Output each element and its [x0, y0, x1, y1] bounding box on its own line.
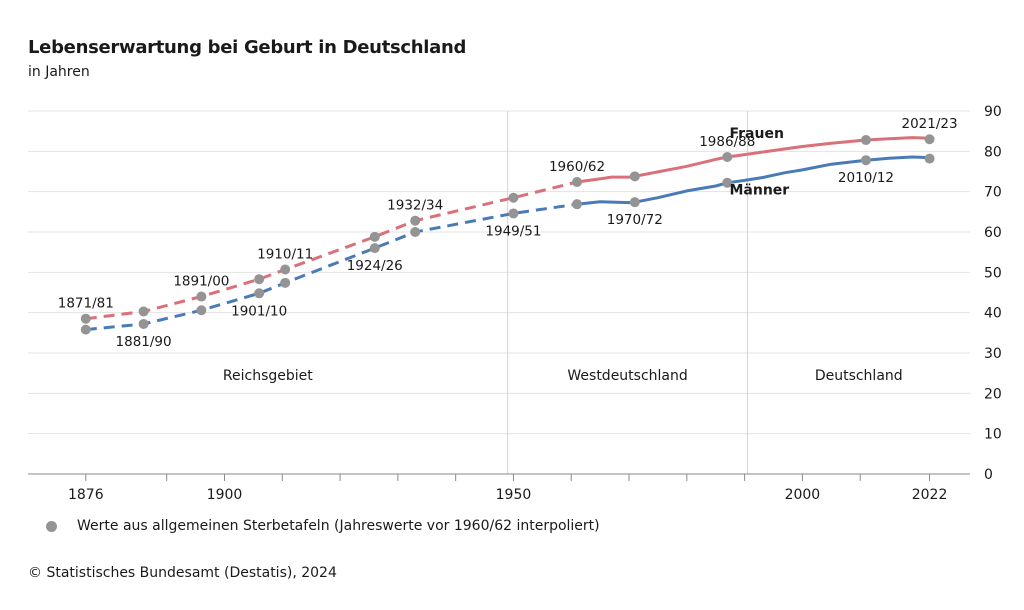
chart-subtitle: in Jahren: [28, 64, 90, 80]
y-tick-label: 90: [984, 104, 1002, 120]
sterbetafel-marker: [196, 291, 207, 302]
y-tick-label: 80: [984, 144, 1002, 160]
sterbetafel-marker: [508, 192, 519, 203]
x-tick-label: 1876: [68, 487, 104, 503]
y-tick-label: 60: [984, 225, 1002, 241]
sterbetafel-marker: [138, 318, 149, 329]
period-label: 1970/72: [607, 212, 663, 228]
period-label: 1960/62: [549, 159, 605, 175]
sterbetafel-marker: [280, 264, 291, 275]
sterbetafel-marker: [572, 176, 583, 187]
period-label: 1871/81: [58, 296, 114, 312]
sterbetafel-marker: [369, 243, 380, 254]
y-tick-label: 70: [984, 185, 1002, 201]
period-label: 1891/00: [173, 274, 229, 290]
source-note: © Statistisches Bundesamt (Destatis), 20…: [28, 565, 337, 581]
sterbetafel-marker: [722, 151, 733, 162]
period-label: 1932/34: [387, 198, 443, 214]
period-label: 2021/23: [901, 116, 957, 132]
sterbetafel-marker: [280, 277, 291, 288]
period-label: 1986/88: [699, 134, 755, 150]
period-label: 1910/11: [257, 247, 313, 263]
legend-marker-icon: [46, 520, 57, 532]
period-label: 1924/26: [347, 258, 403, 274]
legend: Werte aus allgemeinen Sterbetafeln (Jahr…: [46, 518, 600, 534]
sterbetafel-marker: [80, 324, 91, 335]
sterbetafel-marker: [924, 134, 935, 145]
sterbetafel-marker: [138, 306, 149, 317]
frauen-solid-line: [575, 136, 931, 184]
sterbetafel-marker: [254, 274, 265, 285]
y-tick-label: 20: [984, 386, 1002, 402]
legend-text: Werte aus allgemeinen Sterbetafeln (Jahr…: [77, 518, 600, 534]
frauen-dashed-line: [85, 180, 578, 321]
x-tick-label: 2000: [785, 487, 821, 503]
period-label: 2010/12: [838, 170, 894, 186]
y-tick-label: 10: [984, 427, 1002, 443]
sterbetafel-marker: [196, 305, 207, 316]
y-tick-label: 40: [984, 306, 1002, 322]
x-tick-label: 1950: [496, 487, 532, 503]
sterbetafel-marker: [369, 231, 380, 242]
sterbetafel-marker: [572, 199, 583, 210]
sterbetafel-marker: [508, 208, 519, 219]
region-label: Westdeutschland: [567, 368, 687, 384]
sterbetafel-marker: [410, 227, 421, 237]
frauen-series-label: Frauen: [729, 126, 783, 142]
maenner-series-label: Männer: [729, 183, 789, 199]
x-tick-label: 2022: [912, 487, 948, 503]
sterbetafel-marker: [254, 288, 265, 299]
sterbetafel-marker: [722, 177, 733, 188]
sterbetafel-marker: [860, 135, 871, 146]
region-label: Deutschland: [815, 368, 903, 384]
y-tick-label: 0: [984, 467, 993, 483]
region-label: Reichsgebiet: [223, 368, 313, 384]
period-label: 1901/10: [231, 303, 287, 319]
sterbetafel-marker: [80, 313, 91, 324]
y-tick-label: 50: [984, 265, 1002, 281]
sterbetafel-marker: [629, 171, 640, 182]
period-label: 1881/90: [116, 334, 172, 350]
sterbetafel-marker: [629, 197, 640, 208]
x-tick-label: 1900: [207, 487, 243, 503]
y-tick-label: 30: [984, 346, 1002, 362]
sterbetafel-marker: [924, 153, 935, 164]
period-label: 1949/51: [485, 223, 541, 239]
chart-title: Lebenserwartung bei Geburt in Deutschlan…: [28, 37, 467, 58]
sterbetafel-marker: [410, 215, 421, 226]
sterbetafel-marker: [860, 155, 871, 166]
